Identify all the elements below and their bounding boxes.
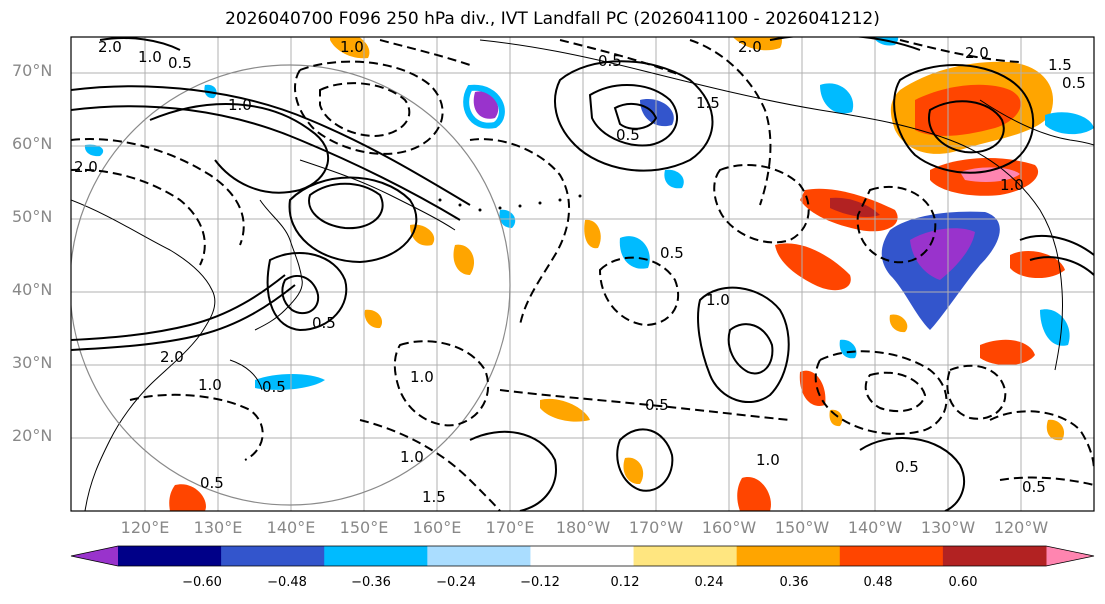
contour-label: 0.5	[616, 126, 640, 144]
map-frame	[70, 36, 1095, 512]
lon-label: 140°E	[266, 518, 316, 537]
divergence-shading	[84, 37, 1094, 511]
contour-label: 0.5	[312, 314, 336, 332]
contour-label: 0.5	[598, 52, 622, 70]
lon-label: 130°E	[193, 518, 243, 537]
colorbar-tick-label: 0.36	[779, 575, 809, 590]
colorbar-cell	[839, 546, 944, 566]
contour-label: 0.5	[168, 54, 192, 72]
colorbar-cell	[118, 546, 222, 566]
contour-label: 1.0	[400, 448, 424, 466]
contour-label: 1.5	[422, 488, 446, 506]
lon-label: 180°W	[555, 518, 611, 537]
colorbar-cell	[633, 546, 738, 566]
colorbar-cell	[427, 546, 531, 566]
contour-label: 2.0	[738, 38, 762, 56]
contour-label: 0.5	[200, 474, 224, 492]
lon-label: 150°W	[774, 518, 830, 537]
colorbar-cell	[530, 546, 635, 566]
colorbar-high-extend	[1046, 546, 1094, 566]
contour-label: 0.5	[1022, 478, 1046, 496]
lat-label: 20°N	[12, 426, 53, 445]
contour-label: 1.0	[756, 451, 780, 469]
lon-label: 150°E	[339, 518, 389, 537]
contour-label: 2.0	[74, 158, 98, 176]
contour-label: 0.5	[645, 396, 669, 414]
colorbar	[70, 545, 1095, 567]
lat-label: 30°N	[12, 353, 53, 372]
reference-circle	[71, 64, 511, 506]
lat-label: 50°N	[12, 207, 53, 226]
colorbar-tick-label: −0.24	[436, 575, 476, 590]
negative-contours	[71, 39, 1094, 511]
lon-label: 160°W	[701, 518, 757, 537]
colorbar-low-extend	[71, 546, 118, 566]
contour-label: 1.0	[138, 48, 162, 66]
contour-label: 1.0	[706, 291, 730, 309]
contour-label: 1.5	[696, 94, 720, 112]
contour-label: 0.5	[895, 458, 919, 476]
colorbar-cell	[221, 546, 325, 566]
contour-label: 1.0	[228, 96, 252, 114]
chart-title: 2026040700 F096 250 hPa div., IVT Landfa…	[225, 9, 880, 29]
lat-label: 40°N	[12, 280, 53, 299]
contour-label: 1.0	[410, 368, 434, 386]
contour-label: 1.0	[198, 376, 222, 394]
colorbar-cell	[942, 546, 1047, 566]
contour-label: 2.0	[98, 38, 122, 56]
contour-label-group: 2.0 1.0 0.5 1.0 2.0 1.0 0.5 1.5 0.5 2.0 …	[74, 38, 1086, 506]
contour-label: 0.5	[262, 378, 286, 396]
lon-label: 170°W	[628, 518, 684, 537]
contour-label: 0.5	[1062, 74, 1086, 92]
island-chain	[438, 194, 582, 212]
colorbar-tick-label: 0.24	[694, 575, 724, 590]
contour-label: 2.0	[160, 348, 184, 366]
colorbar-tick-label: 0.60	[948, 575, 978, 590]
lon-label: 130°W	[920, 518, 976, 537]
lon-label: 120°E	[120, 518, 170, 537]
lon-label: 140°W	[847, 518, 903, 537]
contour-label: 2.0	[965, 44, 989, 62]
lon-label: 160°E	[412, 518, 462, 537]
colorbar-tick-label: −0.48	[267, 575, 307, 590]
colorbar-tick-label: 0.12	[610, 575, 640, 590]
colorbar-cell	[324, 546, 428, 566]
contour-label: 1.0	[340, 38, 364, 56]
colorbar-tick-label: −0.36	[351, 575, 391, 590]
colorbar-cell	[736, 546, 841, 566]
lon-label: 170°E	[485, 518, 535, 537]
colorbar-tick-label: −0.12	[520, 575, 560, 590]
lon-label: 120°W	[993, 518, 1049, 537]
contour-label: 1.5	[1048, 56, 1072, 74]
map-plot-area: 2.0 1.0 0.5 1.0 2.0 1.0 0.5 1.5 0.5 2.0 …	[71, 37, 1094, 511]
contour-label: 1.0	[1000, 176, 1024, 194]
positive-contours	[71, 37, 1094, 511]
lat-label: 70°N	[12, 61, 53, 80]
colorbar-tick-label: −0.60	[182, 575, 222, 590]
colorbar-tick-label: 0.48	[863, 575, 893, 590]
contour-label: 0.5	[660, 244, 684, 262]
lat-label: 60°N	[12, 134, 53, 153]
